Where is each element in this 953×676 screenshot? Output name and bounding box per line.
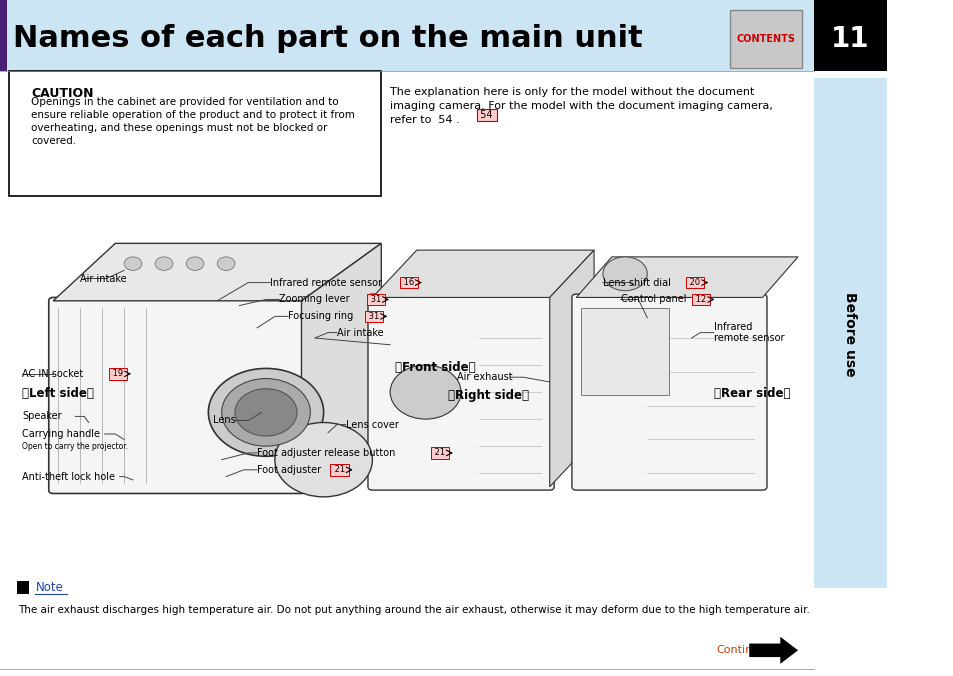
FancyBboxPatch shape [0, 0, 7, 71]
Text: Infrared remote sensor: Infrared remote sensor [270, 278, 385, 287]
Text: 《Left side》: 《Left side》 [22, 387, 94, 400]
FancyBboxPatch shape [49, 297, 306, 493]
Text: 11: 11 [830, 24, 869, 53]
Text: Names of each part on the main unit: Names of each part on the main unit [13, 24, 642, 53]
Text: Carrying handle: Carrying handle [22, 429, 100, 439]
Circle shape [186, 257, 204, 270]
Circle shape [390, 365, 460, 419]
FancyBboxPatch shape [368, 294, 554, 490]
FancyBboxPatch shape [580, 308, 669, 395]
Text: 16: 16 [400, 278, 416, 287]
FancyBboxPatch shape [571, 294, 766, 490]
FancyBboxPatch shape [17, 581, 30, 594]
Circle shape [602, 257, 646, 291]
Polygon shape [748, 637, 797, 664]
Text: The explanation here is only for the model without the document
imaging camera. : The explanation here is only for the mod… [390, 87, 772, 124]
Text: Continued: Continued [716, 646, 773, 655]
Text: 》Rear side「: 》Rear side「 [713, 387, 789, 400]
Text: Air intake: Air intake [80, 274, 127, 283]
Circle shape [155, 257, 172, 270]
Polygon shape [53, 243, 381, 301]
Circle shape [221, 379, 310, 446]
Text: Before use: Before use [842, 292, 857, 377]
Text: 54: 54 [477, 110, 496, 120]
Text: 31: 31 [368, 295, 383, 304]
FancyBboxPatch shape [813, 0, 885, 71]
Text: 21: 21 [332, 465, 347, 475]
Circle shape [234, 389, 296, 436]
Text: Foot adjuster: Foot adjuster [257, 465, 324, 475]
Text: 19: 19 [110, 369, 126, 379]
Text: Lens cover: Lens cover [345, 420, 398, 429]
Text: Air intake: Air intake [336, 328, 383, 337]
Circle shape [124, 257, 142, 270]
Text: 》Right side「: 》Right side「 [447, 389, 528, 402]
Text: Zooming lever: Zooming lever [279, 295, 353, 304]
Text: Lens shift dial: Lens shift dial [602, 278, 677, 287]
FancyBboxPatch shape [813, 78, 885, 588]
Circle shape [274, 422, 372, 497]
FancyBboxPatch shape [9, 71, 381, 196]
Text: Openings in the cabinet are provided for ventilation and to
ensure reliable oper: Openings in the cabinet are provided for… [31, 97, 355, 146]
Polygon shape [301, 243, 381, 490]
Text: Air exhaust: Air exhaust [456, 372, 512, 382]
Text: CONTENTS: CONTENTS [736, 34, 795, 43]
Text: 21: 21 [432, 448, 447, 458]
Text: 12: 12 [693, 295, 708, 304]
Text: remote sensor: remote sensor [713, 333, 783, 343]
Text: Lens: Lens [213, 416, 235, 425]
Text: Focusing ring: Focusing ring [288, 312, 356, 321]
FancyBboxPatch shape [0, 0, 813, 71]
Text: 》Front side「: 》Front side「 [395, 360, 475, 374]
Polygon shape [549, 250, 594, 487]
Circle shape [208, 368, 323, 456]
Text: 20: 20 [686, 278, 702, 287]
Text: Control panel: Control panel [620, 295, 689, 304]
Polygon shape [372, 250, 594, 297]
Text: AC IN socket: AC IN socket [22, 369, 87, 379]
Circle shape [217, 257, 234, 270]
Text: Note: Note [35, 581, 63, 594]
Text: Anti-theft lock hole: Anti-theft lock hole [22, 472, 115, 481]
Text: CAUTION: CAUTION [31, 87, 93, 99]
Text: 31: 31 [366, 312, 382, 321]
Text: The air exhaust discharges high temperature air. Do not put anything around the : The air exhaust discharges high temperat… [18, 605, 809, 615]
Text: Foot adjuster release button: Foot adjuster release button [257, 448, 398, 458]
Text: Infrared: Infrared [713, 322, 751, 331]
Polygon shape [576, 257, 797, 297]
Text: Open to carry the projector.: Open to carry the projector. [22, 441, 128, 451]
FancyBboxPatch shape [729, 10, 801, 68]
Text: Speaker: Speaker [22, 412, 62, 421]
